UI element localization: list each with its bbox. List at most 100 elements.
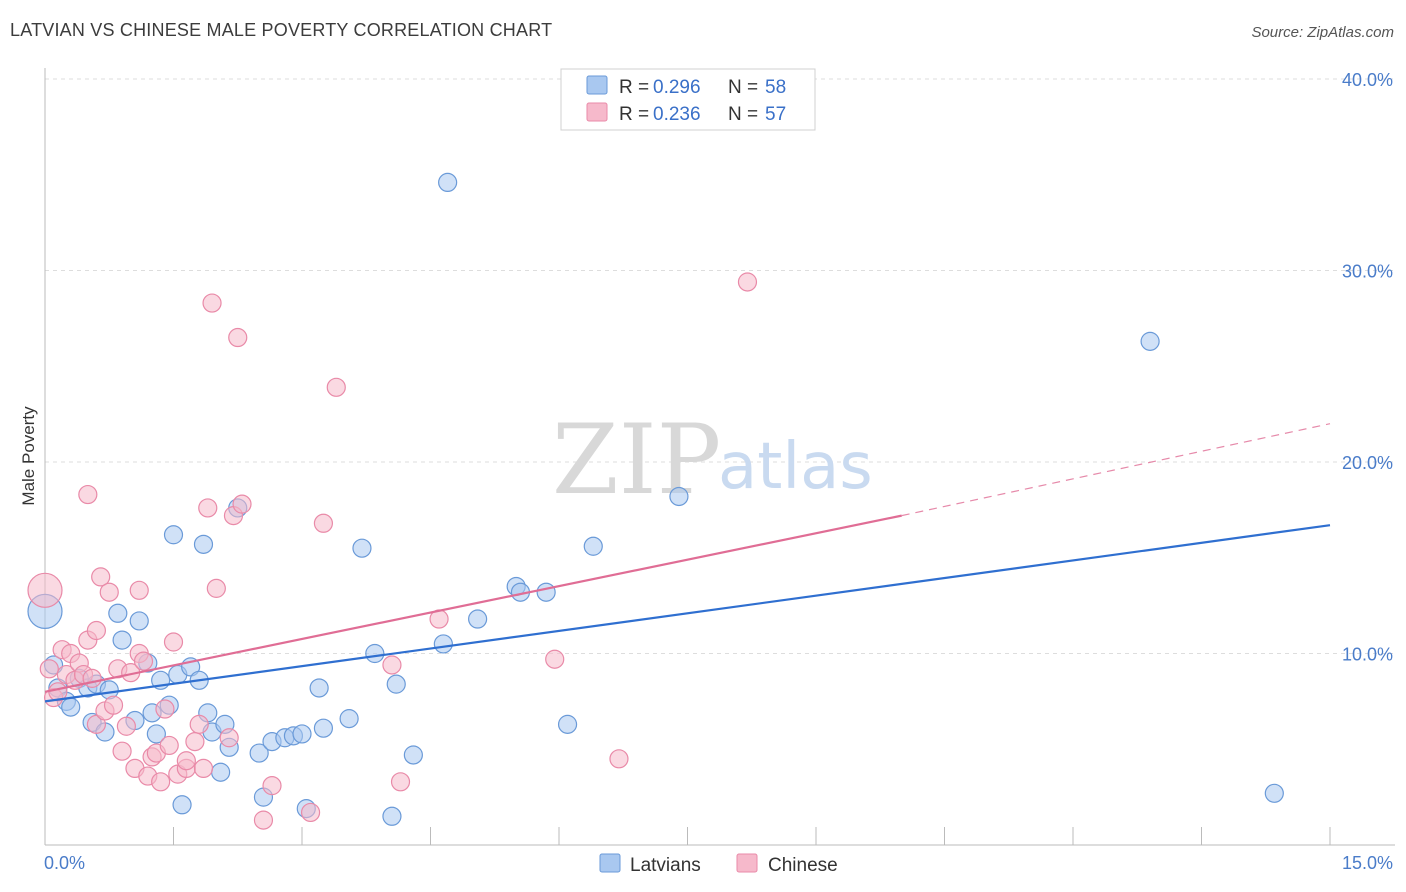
chinese-point bbox=[133, 651, 154, 671]
chinese-point bbox=[219, 728, 239, 748]
latvians-point bbox=[129, 611, 149, 631]
latvians-point bbox=[583, 536, 603, 556]
gridlines bbox=[45, 78, 1395, 654]
y-tick-label: 20.0% bbox=[1342, 453, 1393, 473]
chinese-point bbox=[185, 731, 205, 752]
watermark-zip: ZIP bbox=[552, 404, 721, 516]
legend-swatch-chinese bbox=[586, 102, 608, 122]
latvians-point bbox=[365, 643, 385, 664]
chinese-point bbox=[82, 668, 102, 688]
chinese-point bbox=[262, 776, 282, 796]
latvians-point bbox=[193, 534, 214, 554]
latvians-point bbox=[669, 486, 689, 507]
latvians-point bbox=[61, 697, 81, 717]
chart-source: Source: ZipAtlas.com bbox=[1251, 24, 1394, 41]
legend-swatch-latvians bbox=[586, 75, 608, 95]
trend-lines bbox=[44, 423, 1331, 703]
latvians-point bbox=[309, 678, 329, 698]
legend-bottom-swatch-latvians bbox=[599, 853, 621, 873]
series-chinese-points bbox=[27, 272, 758, 830]
chinese-point bbox=[609, 749, 629, 769]
latvians-point bbox=[211, 762, 231, 782]
latvians-point bbox=[468, 609, 488, 629]
chinese-point bbox=[99, 582, 119, 602]
latvians-point bbox=[1140, 331, 1160, 351]
chinese-point bbox=[151, 772, 171, 792]
chinese-point bbox=[326, 377, 346, 397]
latvians-point bbox=[1264, 783, 1284, 803]
chinese-point bbox=[193, 758, 214, 779]
chinese-point bbox=[103, 695, 124, 715]
x-tick-label: 15.0% bbox=[1342, 853, 1393, 873]
legend-n-value-chinese: 57 bbox=[765, 104, 786, 125]
legend-bottom-label-latvians: Latvians bbox=[630, 855, 701, 876]
legend-n-label-chinese: N = bbox=[728, 104, 758, 125]
x-tick-labels: 0.0% 15.0% bbox=[44, 853, 1393, 873]
trend-line-chinese bbox=[44, 514, 902, 693]
chinese-point bbox=[206, 578, 226, 598]
chinese-point bbox=[86, 620, 107, 641]
chinese-point bbox=[176, 751, 196, 771]
latvians-point bbox=[438, 172, 458, 193]
chinese-point bbox=[545, 649, 565, 669]
trend-line-chinese-extension bbox=[901, 423, 1331, 517]
latvians-point bbox=[163, 525, 184, 545]
chinese-point bbox=[27, 572, 63, 608]
y-tick-label: 30.0% bbox=[1342, 262, 1393, 282]
chinese-point bbox=[390, 772, 411, 792]
x-tick-label: 0.0% bbox=[44, 853, 85, 873]
axes bbox=[44, 68, 1395, 846]
chinese-point bbox=[91, 567, 111, 587]
chinese-point bbox=[313, 513, 334, 533]
y-tick-labels: 10.0% 20.0% 30.0% 40.0% bbox=[1342, 70, 1393, 665]
latvians-point bbox=[146, 724, 166, 744]
watermark-atlas: atlas bbox=[718, 430, 873, 504]
chinese-point bbox=[163, 632, 184, 652]
latvians-point bbox=[536, 582, 556, 602]
legend-bottom: Latvians Chinese bbox=[599, 853, 838, 876]
legend-n-label-latvians: N = bbox=[728, 77, 758, 98]
latvians-point bbox=[313, 718, 334, 738]
chinese-point bbox=[232, 494, 252, 514]
chinese-point bbox=[86, 714, 107, 734]
chinese-point bbox=[202, 293, 222, 313]
latvians-point bbox=[172, 795, 192, 815]
chinese-point bbox=[253, 810, 274, 830]
y-tick-label: 10.0% bbox=[1342, 645, 1393, 665]
watermark: ZIP atlas bbox=[552, 404, 873, 516]
chinese-point bbox=[228, 327, 248, 348]
chinese-point bbox=[159, 735, 179, 756]
latvians-point bbox=[339, 709, 359, 729]
y-tick-label: 40.0% bbox=[1342, 70, 1393, 90]
chart-title: LATVIAN VS CHINESE MALE POVERTY CORRELAT… bbox=[10, 20, 553, 40]
chinese-point bbox=[129, 580, 149, 600]
latvians-point bbox=[292, 724, 312, 744]
legend-n-value-latvians: 58 bbox=[765, 77, 786, 98]
legend-bottom-swatch-chinese bbox=[736, 853, 758, 873]
chinese-point bbox=[78, 484, 98, 505]
latvians-point bbox=[386, 674, 406, 694]
trend-line-latvians bbox=[44, 524, 1331, 703]
latvians-point bbox=[352, 538, 372, 558]
legend-r-label-latvians: R = bbox=[619, 77, 649, 98]
legend-r-value-latvians: 0.296 bbox=[653, 77, 701, 98]
chinese-point bbox=[198, 498, 218, 518]
latvians-point bbox=[112, 630, 132, 650]
chinese-point bbox=[382, 655, 402, 675]
chinese-point bbox=[189, 714, 209, 734]
legend-top: R = 0.296 N = 58 R = 0.236 N = 57 bbox=[560, 68, 816, 131]
latvians-point bbox=[433, 634, 453, 654]
legend-bottom-label-chinese: Chinese bbox=[768, 855, 838, 876]
legend-r-value-chinese: 0.236 bbox=[653, 104, 701, 125]
chinese-point bbox=[300, 802, 321, 823]
latvians-point bbox=[382, 806, 402, 826]
latvians-point bbox=[108, 603, 128, 623]
latvians-point bbox=[557, 714, 578, 734]
y-axis-label: Male Poverty bbox=[19, 406, 38, 506]
chinese-point bbox=[155, 699, 175, 719]
chinese-point bbox=[112, 741, 132, 761]
chinese-point bbox=[116, 716, 136, 736]
chinese-point bbox=[39, 659, 59, 679]
latvians-point bbox=[249, 743, 269, 763]
